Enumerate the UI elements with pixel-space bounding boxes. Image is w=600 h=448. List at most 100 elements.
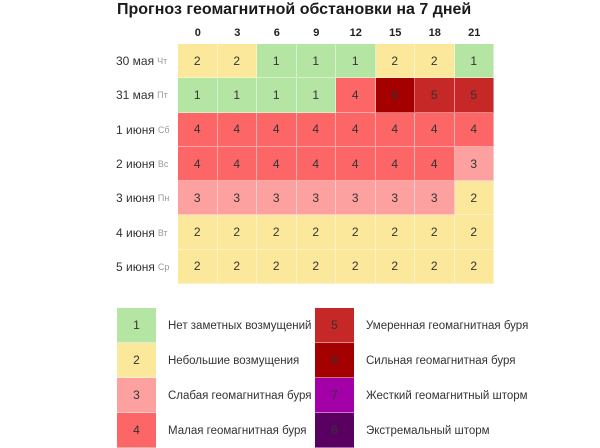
forecast-cell: 5 (415, 78, 455, 113)
legend-item: 7 Жесткий геомагнитный шторм (315, 378, 528, 413)
forecast-cell: 3 (178, 181, 218, 216)
forecast-cell: 1 (257, 44, 297, 79)
hour-label: 18 (428, 27, 441, 39)
forecast-cell: 2 (178, 44, 218, 79)
weekday-label: Сб (157, 124, 170, 135)
forecast-cell: 4 (217, 112, 257, 147)
forecast-cell: 4 (336, 146, 376, 182)
forecast-cell: 6 (375, 78, 415, 113)
legend-right: 5 Умеренная геомагнитная буря 6 Сильная гео… (315, 308, 528, 448)
legend-label: Небольшие возмущения (168, 354, 300, 367)
row-label: 5 июня Ср (100, 250, 176, 284)
forecast-cell: 2 (257, 249, 297, 285)
forecast-cell: 2 (178, 249, 218, 285)
legend-swatch: 6 (315, 343, 354, 378)
forecast-cell: 2 (454, 249, 494, 285)
forecast-cell: 4 (257, 146, 297, 182)
legend-swatch: 8 (315, 413, 354, 448)
forecast-cell: 5 (454, 78, 494, 113)
forecast-cell: 2 (336, 249, 376, 285)
legend-label: Слабая геомагнитная буря (168, 389, 312, 402)
legend-label: Сильная геомагнитная буря (366, 354, 516, 367)
forecast-cell: 3 (336, 181, 376, 216)
legend-swatch: 1 (117, 308, 156, 343)
row-label: 3 июня Пн (100, 181, 176, 215)
forecast-cell: 1 (454, 44, 494, 79)
forecast-cell: 3 (296, 181, 336, 216)
legend-swatch: 4 (117, 413, 156, 448)
date-label: 30 мая (116, 54, 155, 69)
date-label: 2 июня (116, 157, 155, 172)
forecast-cell: 2 (415, 44, 455, 79)
legend-left: 1 Нет заметных возмущений 2 Небольшие возму… (117, 308, 311, 448)
forecast-cell: 3 (375, 181, 415, 216)
hour-label: 9 (313, 27, 320, 39)
forecast-cell: 4 (217, 146, 257, 182)
forecast-cell: 4 (454, 112, 494, 147)
forecast-cell: 2 (296, 215, 336, 250)
legend-label: Нет заметных возмущений (168, 319, 312, 332)
forecast-cell: 2 (375, 249, 415, 285)
row-label: 1 июня Сб (100, 113, 176, 147)
legend-item: 8 Экстремальный шторм (315, 413, 528, 448)
row-label: 4 июня Вт (100, 215, 176, 249)
forecast-cell: 4 (415, 146, 455, 182)
legend-swatch: 7 (315, 378, 354, 413)
legend-item: 2 Небольшие возмущения (117, 343, 311, 378)
forecast-cell: 4 (178, 112, 218, 147)
weekday-label: Вт (157, 227, 168, 238)
forecast-cell: 2 (375, 215, 415, 250)
forecast-cell: 2 (415, 249, 455, 285)
forecast-cell: 4 (336, 112, 376, 147)
date-label: 1 июня (116, 122, 155, 137)
forecast-cell: 2 (217, 249, 257, 285)
forecast-cell: 2 (217, 44, 257, 79)
hour-header: 0 3 6 9 12 15 18 21 (178, 27, 494, 39)
forecast-cell: 2 (336, 215, 376, 250)
legend-item: 6 Сильная геомагнитная буря (315, 343, 528, 378)
forecast-cell: 2 (375, 44, 415, 79)
forecast-cell: 3 (217, 181, 257, 216)
forecast-cell: 4 (415, 112, 455, 147)
forecast-cell: 4 (296, 112, 336, 147)
forecast-cell: 2 (454, 181, 494, 216)
date-label: 4 июня (116, 225, 155, 240)
forecast-cell: 2 (217, 215, 257, 250)
forecast-cell: 2 (178, 215, 218, 250)
date-label: 31 мая (116, 88, 155, 103)
weekday-label: Вс (157, 159, 169, 170)
forecast-cell: 2 (257, 215, 297, 250)
legend-label: Жесткий геомагнитный шторм (366, 389, 528, 402)
date-label: 5 июня (116, 259, 155, 274)
weekday-label: Пт (157, 90, 168, 101)
row-labels: 30 мая Чт 31 мая Пт 1 июня Сб 2 июня Вс 3 июня Пн… (100, 44, 176, 284)
legend-item: 5 Умеренная геомагнитная буря (315, 308, 528, 343)
hour-label: 6 (273, 27, 280, 39)
forecast-cell: 4 (336, 78, 376, 113)
forecast-cell: 2 (296, 249, 336, 285)
forecast-cell: 4 (178, 146, 218, 182)
legend-item: 1 Нет заметных возмущений (117, 308, 311, 343)
hour-label: 0 (194, 27, 201, 39)
forecast-cell: 2 (415, 215, 455, 250)
legend-swatch: 2 (117, 343, 156, 378)
weekday-label: Ср (157, 261, 170, 272)
legend-label: Экстремальный шторм (366, 424, 490, 437)
legend-swatch: 5 (315, 308, 354, 343)
forecast-cell: 4 (375, 112, 415, 147)
row-label: 31 мая Пт (100, 78, 176, 112)
forecast-cell: 1 (296, 44, 336, 79)
hour-label: 12 (349, 27, 362, 39)
weekday-label: Пн (157, 193, 170, 204)
forecast-cell: 1 (336, 44, 376, 79)
date-label: 3 июня (116, 191, 155, 206)
hour-label: 21 (468, 27, 481, 39)
row-label: 30 мая Чт (100, 44, 176, 78)
row-label: 2 июня Вс (100, 147, 176, 181)
forecast-cell: 4 (296, 146, 336, 182)
